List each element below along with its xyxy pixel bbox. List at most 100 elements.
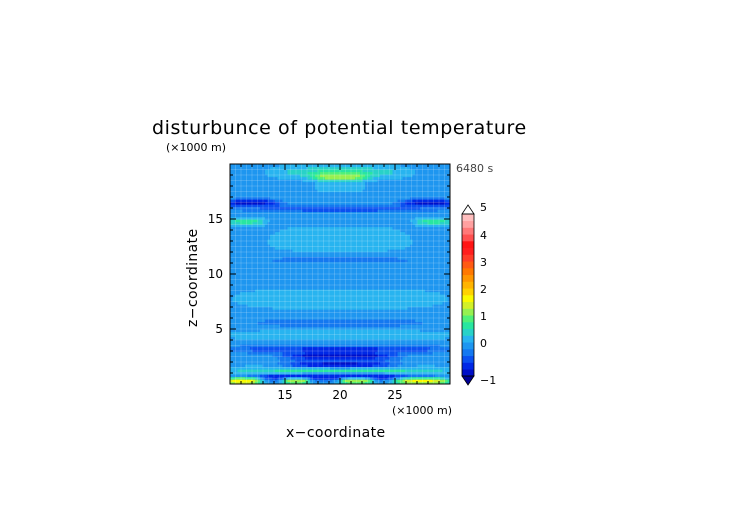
heatmap-cell xyxy=(327,316,331,320)
heatmap-cell xyxy=(240,296,244,300)
heatmap-cell xyxy=(420,301,424,305)
heatmap-cell xyxy=(357,304,361,308)
heatmap-cell xyxy=(305,256,309,260)
heatmap-cell xyxy=(415,279,419,283)
heatmap-cell xyxy=(265,379,269,383)
heatmap-cell xyxy=(355,251,359,255)
heatmap-cell xyxy=(335,259,339,263)
heatmap-cell xyxy=(365,329,369,333)
heatmap-cell xyxy=(260,269,264,273)
heatmap-cell xyxy=(412,276,416,280)
heatmap-cell xyxy=(307,344,311,348)
heatmap-cell xyxy=(330,254,334,258)
heatmap-cell xyxy=(295,309,299,313)
heatmap-cell xyxy=(277,336,281,340)
heatmap-cell xyxy=(232,344,236,348)
heatmap-cell xyxy=(272,329,276,333)
heatmap-cell xyxy=(357,256,361,260)
heatmap-cell xyxy=(245,341,249,345)
heatmap-cell xyxy=(290,301,294,305)
heatmap-cell xyxy=(232,306,236,310)
heatmap-cell xyxy=(335,334,339,338)
heatmap-cell xyxy=(330,271,334,275)
heatmap-cell xyxy=(245,259,249,263)
heatmap-cell xyxy=(267,264,271,268)
heatmap-cell xyxy=(400,259,404,263)
heatmap-cell xyxy=(307,321,311,325)
heatmap-cell xyxy=(240,241,244,245)
heatmap-cell xyxy=(400,256,404,260)
heatmap-cell xyxy=(330,296,334,300)
heatmap-cell xyxy=(407,261,411,265)
heatmap-cell xyxy=(375,326,379,330)
heatmap-cell xyxy=(250,266,254,270)
heatmap-cell xyxy=(267,281,271,285)
heatmap-cell xyxy=(365,286,369,290)
heatmap-cell xyxy=(327,371,331,375)
heatmap-cell xyxy=(250,379,254,383)
heatmap-cell xyxy=(262,376,266,380)
heatmap-cell xyxy=(435,251,439,255)
heatmap-cell xyxy=(305,279,309,283)
heatmap-cell xyxy=(335,271,339,275)
heatmap-cell xyxy=(282,361,286,365)
heatmap-cell xyxy=(267,371,271,375)
heatmap-cell xyxy=(385,336,389,340)
heatmap-cell xyxy=(367,334,371,338)
heatmap-cell xyxy=(427,339,431,343)
heatmap-cell xyxy=(405,334,409,338)
heatmap-cell xyxy=(267,289,271,293)
heatmap-cell xyxy=(442,301,446,305)
heatmap-cell xyxy=(325,264,329,268)
heatmap-cell xyxy=(347,326,351,330)
heatmap-cell xyxy=(242,244,246,248)
heatmap-cell xyxy=(415,354,419,358)
heatmap-cell xyxy=(380,286,384,290)
heatmap-cell xyxy=(412,334,416,338)
heatmap-cell xyxy=(292,296,296,300)
heatmap-cell xyxy=(362,351,366,355)
heatmap-cell xyxy=(275,324,279,328)
heatmap-cell xyxy=(287,274,291,278)
heatmap-cell xyxy=(422,331,426,335)
heatmap-cell xyxy=(290,246,294,250)
heatmap-cell xyxy=(392,254,396,258)
heatmap-cell xyxy=(402,329,406,333)
heatmap-cell xyxy=(362,291,366,295)
heatmap-cell xyxy=(352,304,356,308)
heatmap-cell xyxy=(280,299,284,303)
heatmap-cell xyxy=(320,321,324,325)
heatmap-cell xyxy=(385,361,389,365)
heatmap-cell xyxy=(365,354,369,358)
heatmap-cell xyxy=(307,299,311,303)
heatmap-cell xyxy=(292,266,296,270)
heatmap-cell xyxy=(347,356,351,360)
heatmap-cell xyxy=(260,349,264,353)
heatmap-cell xyxy=(295,256,299,260)
heatmap-cell xyxy=(345,336,349,340)
heatmap-cell xyxy=(395,309,399,313)
heatmap-cell xyxy=(337,314,341,318)
heatmap-cell xyxy=(442,349,446,353)
heatmap-cell xyxy=(310,336,314,340)
heatmap-cell xyxy=(277,361,281,365)
heatmap-cell xyxy=(345,276,349,280)
heatmap-cell xyxy=(325,379,329,383)
heatmap-cell xyxy=(340,336,344,340)
heatmap-cell xyxy=(407,274,411,278)
heatmap-cell xyxy=(330,351,334,355)
heatmap-cell xyxy=(377,246,381,250)
heatmap-cell xyxy=(402,269,406,273)
heatmap-cell xyxy=(432,284,436,288)
heatmap-cell xyxy=(312,346,316,350)
heatmap-cell xyxy=(305,274,309,278)
heatmap-cell xyxy=(422,336,426,340)
heatmap-cell xyxy=(420,294,424,298)
heatmap-cell xyxy=(352,329,356,333)
heatmap-cell xyxy=(230,259,234,263)
heatmap-cell xyxy=(282,289,286,293)
heatmap-cell xyxy=(332,241,336,245)
heatmap-cell xyxy=(340,369,344,373)
heatmap-cell xyxy=(415,341,419,345)
heatmap-cell xyxy=(330,284,334,288)
